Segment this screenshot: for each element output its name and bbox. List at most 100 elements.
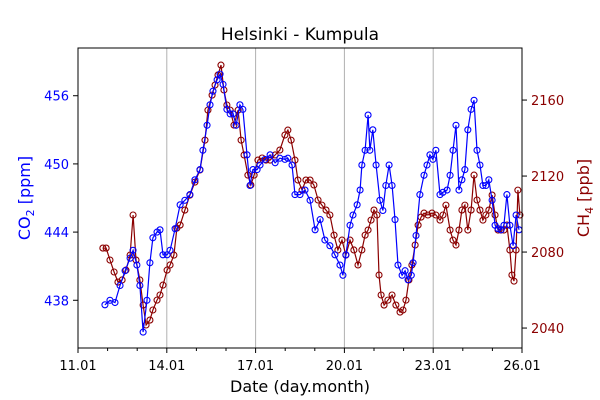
data-point-co2 (366, 146, 374, 154)
data-point-ch4 (461, 201, 469, 209)
data-point-ch4 (392, 301, 400, 309)
data-point-co2 (429, 155, 437, 163)
data-point-ch4 (442, 201, 450, 209)
data-point-co2 (458, 176, 466, 184)
data-point-co2 (219, 80, 227, 88)
data-point-ch4 (464, 226, 472, 234)
data-point-co2 (129, 246, 137, 254)
data-point-co2 (139, 328, 147, 336)
data-point-co2 (326, 242, 334, 250)
data-point-ch4 (159, 281, 167, 289)
data-point-ch4 (176, 221, 184, 229)
data-point-ch4 (287, 136, 295, 144)
data-point-ch4 (217, 61, 225, 69)
data-point-co2 (394, 261, 402, 269)
data-point-co2 (146, 259, 154, 267)
data-point-co2 (301, 186, 309, 194)
data-point-co2 (316, 216, 324, 224)
data-point-ch4 (384, 296, 392, 304)
data-point-co2 (249, 166, 257, 174)
data-point-co2 (133, 261, 141, 269)
data-point-co2 (401, 267, 409, 275)
data-point-co2 (509, 242, 517, 250)
data-point-ch4 (373, 211, 381, 219)
chart-title: Helsinki - Kumpula (221, 25, 379, 45)
data-point-co2 (226, 110, 234, 118)
data-point-co2 (412, 231, 420, 240)
data-point-ch4 (470, 171, 478, 179)
data-point-co2 (404, 276, 412, 284)
data-point-co2 (446, 171, 454, 179)
data-point-co2 (379, 206, 387, 215)
data-point-co2 (186, 191, 194, 199)
x-tick-label: 17.01 (237, 359, 274, 374)
data-point-co2 (321, 236, 329, 244)
data-point-ch4 (146, 316, 154, 324)
y-left-tick-label: 438 (44, 294, 69, 309)
data-point-ch4 (99, 244, 107, 252)
data-point-ch4 (380, 301, 388, 309)
data-point-co2 (216, 70, 224, 78)
data-point-ch4 (294, 176, 302, 184)
data-point-co2 (409, 259, 417, 267)
data-point-co2 (196, 166, 204, 174)
data-point-ch4 (262, 156, 270, 164)
plot-frame (77, 47, 523, 349)
x-tick-label: 26.01 (503, 359, 540, 374)
data-point-ch4 (149, 306, 157, 314)
data-point-co2 (407, 271, 415, 279)
data-point-ch4 (306, 176, 314, 184)
data-point-co2 (232, 121, 240, 129)
data-point-ch4 (284, 126, 292, 134)
x-axis-label: Date (day.month) (230, 377, 370, 396)
data-point-co2 (512, 211, 520, 219)
data-point-ch4 (318, 201, 326, 209)
data-point-co2 (358, 161, 366, 169)
data-point-co2 (506, 221, 514, 229)
data-point-co2 (239, 105, 247, 113)
data-point-co2 (464, 126, 472, 134)
data-point-ch4 (170, 251, 178, 259)
data-point-ch4 (129, 211, 137, 219)
data-point-ch4 (302, 176, 310, 184)
y-left-tick-label: 444 (44, 226, 69, 241)
data-point-ch4 (508, 271, 516, 279)
data-point-co2 (101, 301, 109, 309)
data-point-ch4 (367, 216, 375, 224)
data-point-ch4 (322, 206, 330, 214)
data-point-co2 (243, 151, 251, 159)
data-point-co2 (331, 251, 339, 259)
data-point-ch4 (271, 151, 279, 159)
data-point-co2 (467, 105, 475, 113)
data-point-co2 (288, 161, 296, 169)
data-point-co2 (271, 159, 279, 167)
co2-label-main: CO (15, 216, 34, 240)
data-point-co2 (261, 155, 269, 163)
data-point-co2 (284, 154, 292, 162)
data-point-ch4 (163, 266, 171, 274)
data-point-co2 (223, 105, 231, 113)
data-point-ch4 (399, 306, 407, 314)
data-point-ch4 (420, 209, 428, 217)
data-point-co2 (432, 146, 440, 154)
data-point-ch4 (346, 236, 354, 244)
data-point-ch4 (428, 209, 436, 217)
data-point-co2 (149, 234, 157, 242)
data-point-co2 (203, 121, 211, 129)
data-point-ch4 (156, 291, 164, 299)
y-axis-right-label: CH4 [ppb] (574, 159, 596, 237)
data-point-co2 (416, 191, 424, 199)
data-point-ch4 (153, 296, 161, 304)
data-point-co2 (256, 161, 264, 169)
data-point-co2 (191, 176, 199, 184)
data-point-co2 (372, 161, 380, 169)
data-point-ch4 (402, 296, 410, 304)
ch4-label-unit: [ppb] (574, 159, 593, 207)
data-point-co2 (311, 226, 319, 234)
x-tick-label: 14.01 (148, 359, 185, 374)
data-point-ch4 (516, 211, 524, 219)
data-point-co2 (166, 246, 174, 254)
y-axis-left-label: CO2 [ppm] (15, 156, 37, 240)
data-point-co2 (388, 181, 396, 190)
data-point-ch4 (432, 211, 440, 219)
